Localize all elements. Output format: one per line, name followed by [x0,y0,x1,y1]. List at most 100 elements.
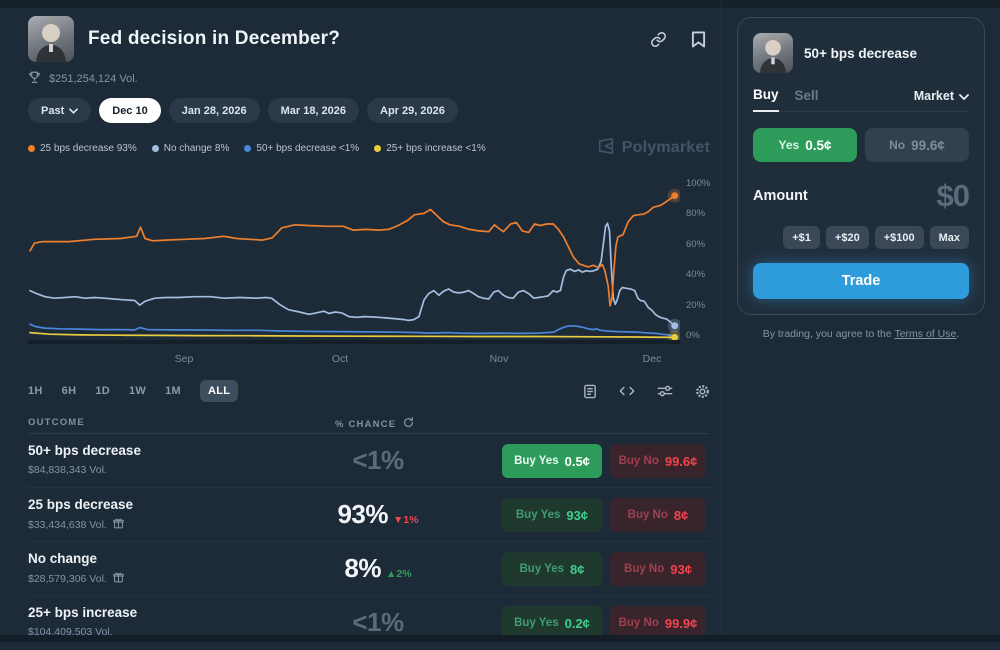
tab-dec-10[interactable]: Dec 10 [99,98,161,123]
column-divider [721,0,722,642]
price-chart[interactable]: 100% 80% 60% 40% 20% 0% Sep Oct Nov Dec [28,178,711,370]
table-row[interactable]: 25+ bps increase $104,409,503 Vol. <1% B… [28,596,710,650]
top-edge-strip [0,0,1000,8]
embed-code-icon[interactable] [619,384,635,398]
legend-item: 50+ bps decrease <1% [244,143,359,154]
outcome-name: No change [28,551,98,566]
y-axis-tick: 40% [686,269,706,280]
max-amount-button[interactable]: Max [929,226,969,249]
timeframe-1d[interactable]: 1D [95,385,111,397]
trophy-icon [28,71,41,87]
yes-price-button[interactable]: Yes 0.5¢ [753,128,857,162]
chance-value: <1% [352,445,404,475]
add-20-dollar-button[interactable]: +$20 [825,226,869,249]
x-axis-tick: Nov [489,353,509,365]
buy-yes-button[interactable]: Buy Yes 0.2¢ [502,606,602,640]
outcome-volume: $33,434,638 Vol. [28,519,107,531]
date-tabs: Past Dec 10 Jan 28, 2026 Mar 18, 2026 Ap… [28,98,710,123]
legend-item: 25+ bps increase <1% [374,143,486,154]
news-icon[interactable] [583,384,597,399]
chance-delta: ▼1% [392,514,419,526]
add-100-dollar-button[interactable]: +$100 [874,226,924,249]
chart-legend: 25 bps decrease 93% No change 8% 50+ bps… [28,137,710,156]
series-line-0 [29,194,676,307]
chart-axis-band [28,340,680,344]
amount-value[interactable]: $0 [936,178,970,213]
y-axis-tick: 20% [686,300,706,311]
legend-item: 25 bps decrease 93% [28,143,137,154]
buy-sell-tabs: Buy Sell Market [753,87,969,112]
y-axis-tick: 80% [686,208,706,219]
chart-settings-sliders-icon[interactable] [657,384,673,398]
buy-no-button[interactable]: Buy No 99.9¢ [610,606,706,640]
refresh-icon[interactable] [403,417,414,431]
terms-of-use-link[interactable]: Terms of Use [894,328,957,340]
timeframe-1w[interactable]: 1W [129,385,147,397]
polymarket-logo-icon [597,137,615,160]
chevron-down-icon [69,105,79,117]
gear-icon[interactable] [695,384,710,399]
tab-apr-29-2026[interactable]: Apr 29, 2026 [367,98,458,123]
no-price-button[interactable]: No 99.6¢ [865,128,969,162]
tab-jan-28-2026[interactable]: Jan 28, 2026 [168,98,260,123]
outcome-table-header: OUTCOME % CHANCE [28,417,710,434]
outcome-volume: $84,838,343 Vol. [28,464,107,476]
outcome-name: 25 bps decrease [28,497,134,512]
timeframe-all[interactable]: ALL [200,380,239,402]
gift-icon [113,572,124,586]
timeframe-6h[interactable]: 6H [61,385,77,397]
table-row[interactable]: No change $28,579,306 Vol. 8% ▲2% Buy Yes… [28,542,710,596]
add-1-dollar-button[interactable]: +$1 [783,226,820,249]
table-row[interactable]: 50+ bps decrease $84,838,343 Vol. <1% Bu… [28,434,710,488]
market-header: Fed decision in December? [28,16,710,62]
series-endpoint-dot [671,192,679,200]
timeframe-1h[interactable]: 1H [28,385,43,397]
volume-row: $251,254,124 Vol. [28,71,710,87]
table-row[interactable]: 25 bps decrease $33,434,638 Vol. 93% ▼1% … [28,488,710,542]
outcome-avatar [753,33,793,73]
buy-no-button[interactable]: Buy No 93¢ [610,552,706,586]
chart-toolbar: 1H 6H 1D 1W 1M ALL [28,378,710,404]
tab-mar-18-2026[interactable]: Mar 18, 2026 [267,98,360,123]
series-line-2 [29,323,676,337]
series-line-1 [29,222,676,327]
x-axis-tick: Sep [174,353,194,365]
gift-icon [113,518,124,532]
buy-no-button[interactable]: Buy No 8¢ [610,498,706,532]
buy-yes-button[interactable]: Buy Yes 93¢ [502,498,602,532]
buy-yes-button[interactable]: Buy Yes 8¢ [502,552,602,586]
legend-item: No change 8% [151,143,229,154]
price-chart-svg [29,188,680,343]
y-axis-tick: 0% [686,330,700,341]
outcome-name: 25+ bps increase [28,605,138,620]
terms-notice: By trading, you agree to the Terms of Us… [762,328,960,340]
selected-outcome-title: 50+ bps decrease [804,45,917,61]
chance-value: <1% [352,607,404,637]
order-type-dropdown[interactable]: Market [914,89,969,111]
chance-column-header: % CHANCE [335,418,397,430]
series-line-3 [29,331,676,339]
trade-panel: 50+ bps decrease Buy Sell Market Yes 0.5¢… [737,17,985,315]
x-axis-tick: Oct [331,353,349,365]
legend-dot-light-blue [151,144,159,152]
trade-panel-column: 50+ bps decrease Buy Sell Market Yes 0.5¢… [737,17,985,340]
bottom-edge-strip [0,635,1000,642]
bookmark-icon[interactable] [691,31,706,48]
y-axis-tick: 100% [686,178,711,189]
chevron-down-icon [959,89,969,103]
trade-button[interactable]: Trade [753,263,969,299]
volume-text: $251,254,124 Vol. [49,73,138,85]
x-axis-tick: Dec [642,353,662,365]
tab-past[interactable]: Past [28,98,92,123]
tab-buy[interactable]: Buy [753,87,779,112]
share-link-icon[interactable] [650,31,667,48]
market-avatar [28,16,74,62]
tab-sell[interactable]: Sell [794,88,819,103]
y-axis-tick: 60% [686,239,706,250]
timeframe-1m[interactable]: 1M [165,385,182,397]
buy-no-button[interactable]: Buy No 99.6¢ [610,444,706,478]
buy-yes-button[interactable]: Buy Yes 0.5¢ [502,444,602,478]
legend-dot-orange [28,144,35,152]
quick-amount-buttons: +$1 +$20 +$100 Max [753,226,969,249]
page-title: Fed decision in December? [88,28,341,49]
